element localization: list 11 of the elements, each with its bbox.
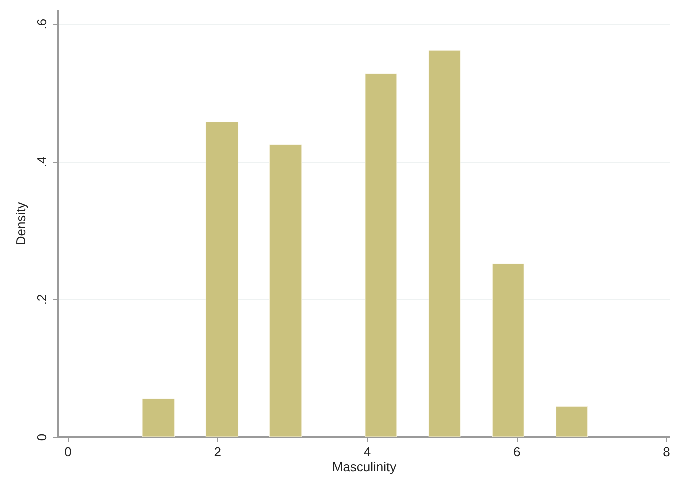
y-tick-label: .2: [34, 294, 50, 306]
y-tick-label: .4: [34, 156, 50, 168]
x-axis-title: Masculinity: [332, 460, 398, 474]
y-axis-title: Density: [14, 202, 28, 246]
x-tick-label: 8: [663, 444, 670, 460]
y-tick-label: .6: [34, 18, 50, 30]
x-tick-label: 6: [514, 444, 521, 460]
x-tick-label: 4: [364, 444, 372, 460]
x-tick-label: 0: [64, 444, 72, 460]
y-tick-label: 0: [34, 434, 50, 442]
x-tick-label: 2: [214, 444, 222, 460]
